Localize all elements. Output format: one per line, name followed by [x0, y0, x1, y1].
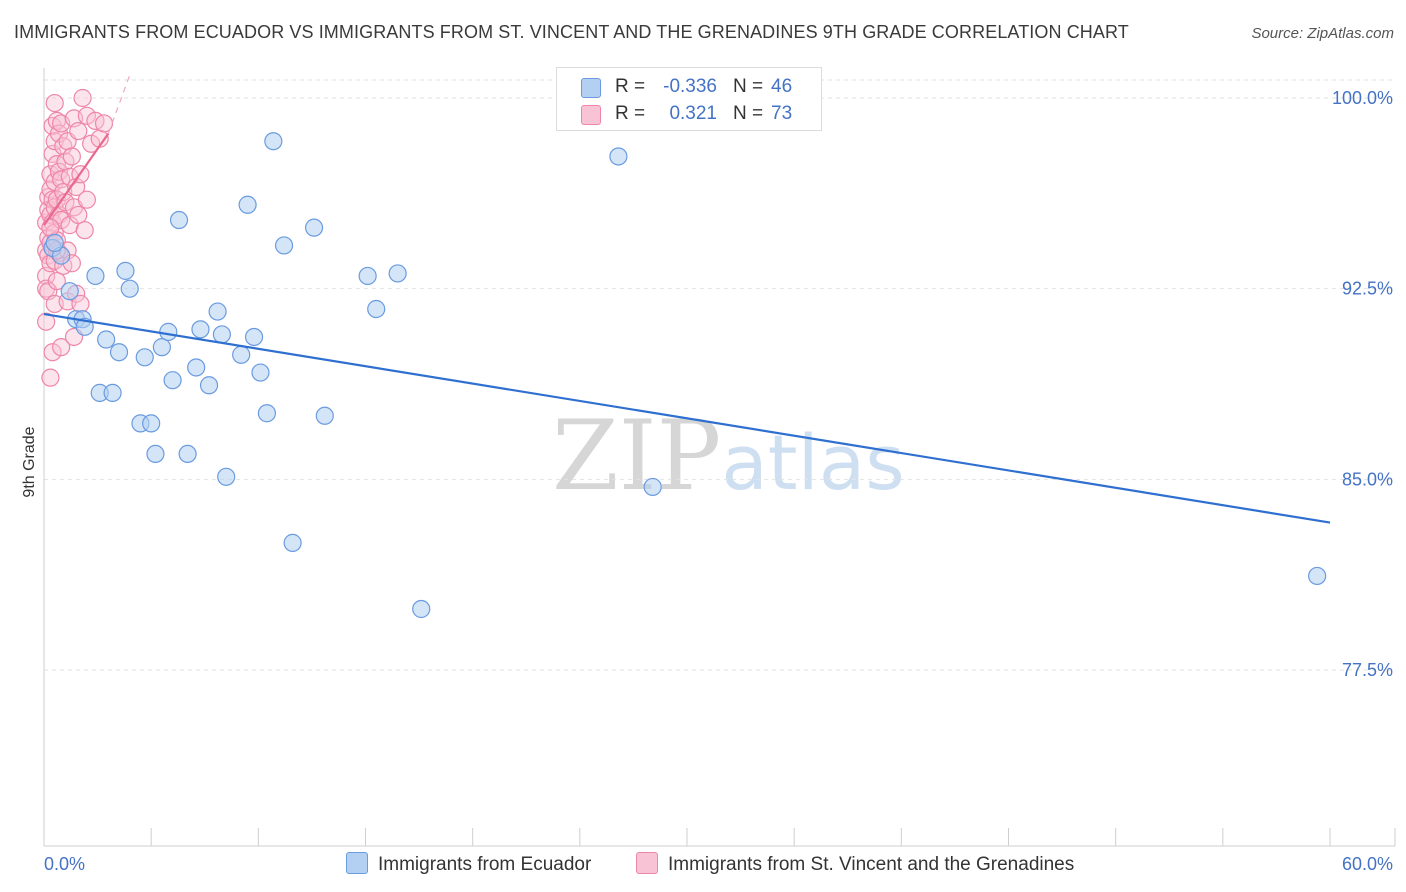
svg-point: [77, 106, 96, 125]
x-tick-label: 60.0%: [1342, 854, 1393, 874]
legend-r-value: -0.336: [663, 76, 717, 97]
legend-label-ecuador: Immigrants from Ecuador: [378, 854, 592, 875]
svg-point: [41, 368, 60, 387]
ecuador-trendline: [43, 313, 1331, 524]
ecuador-point: [232, 345, 251, 364]
ecuador-point: [412, 599, 431, 619]
svg-point: [82, 134, 101, 153]
ecuador-point: [45, 233, 64, 253]
svg-point: [45, 93, 64, 113]
ecuador-point: [97, 330, 116, 349]
source-label: Source: ZipAtlas.com: [1251, 25, 1394, 42]
watermark-atlas: atlas: [721, 418, 905, 507]
series-ecuador-points: [43, 132, 1327, 619]
ecuador-point: [1308, 566, 1327, 586]
svg-point: [77, 190, 96, 209]
ecuador-point: [60, 282, 79, 301]
ecuador-point: [264, 132, 283, 151]
tick-labels: 77.5% 85.0% 92.5% 100.0% 0.0% 60.0%: [44, 88, 1393, 874]
ecuador-point: [212, 325, 231, 344]
legend-item-ecuador[interactable]: Immigrants from Ecuador: [346, 852, 591, 876]
legend-item-svg[interactable]: Immigrants from St. Vincent and the Gren…: [636, 852, 1074, 876]
ecuador-point: [251, 363, 270, 382]
legend-row-ecuador: R = -0.336 N = 46: [557, 74, 821, 100]
y-tick-label: 100.0%: [1332, 88, 1393, 108]
ecuador-point: [283, 533, 302, 552]
ecuador-point: [103, 383, 122, 402]
ecuador-point: [75, 317, 94, 336]
ecuador-point: [274, 236, 294, 255]
svg-point: [52, 338, 71, 357]
svg-point: [94, 114, 114, 133]
legend-swatch-ecuador: [581, 78, 601, 98]
grid-lines: [44, 79, 1395, 671]
ecuador-point: [163, 371, 182, 390]
ecuador-point: [86, 266, 105, 286]
ecuador-point: [109, 343, 129, 362]
ecuador-point: [208, 302, 227, 321]
ecuador-point: [169, 210, 189, 230]
svg-point: [73, 88, 92, 108]
x-tick-label: 0.0%: [44, 854, 85, 874]
svg-point: [43, 343, 62, 362]
ecuador-point: [367, 299, 386, 319]
ecuador-point: [643, 477, 662, 497]
legend-r-value: 0.321: [669, 103, 717, 124]
correlation-legend: R = -0.336 N = 46 R = 0.321 N = 73: [556, 67, 822, 131]
y-tick-label: 92.5%: [1342, 279, 1393, 299]
ecuador-point: [199, 376, 219, 395]
ecuador-point: [217, 467, 236, 486]
svg-point: [69, 205, 88, 225]
ecuador-point: [146, 444, 165, 464]
legend-swatch-svg: [636, 852, 658, 874]
ecuador-point: [187, 358, 206, 377]
legend-r-label: R =: [615, 103, 646, 124]
ecuador-point: [116, 261, 135, 280]
legend-row-svg: R = 0.321 N = 73: [557, 101, 821, 127]
ecuador-point: [142, 414, 161, 433]
ecuador-point: [358, 266, 377, 286]
legend-swatch-ecuador: [346, 852, 368, 874]
legend-n-label: N =: [733, 103, 764, 124]
ecuador-point: [135, 348, 154, 367]
legend-swatch-svg: [581, 105, 601, 125]
legend-label-svg: Immigrants from St. Vincent and the Gren…: [668, 854, 1075, 875]
legend-n-value: 73: [771, 103, 793, 124]
trendlines: [43, 74, 1331, 524]
ecuador-point: [315, 406, 334, 425]
svg-point: [41, 218, 60, 237]
legend-n-label: N =: [733, 76, 764, 97]
y-axis-label: 9th Grade: [21, 426, 38, 497]
ecuador-point: [609, 147, 628, 166]
svg-trendline: [43, 132, 110, 226]
svg-point: [37, 312, 56, 331]
ecuador-point: [120, 279, 139, 298]
ecuador-point: [257, 404, 277, 423]
y-tick-label: 77.5%: [1342, 660, 1393, 680]
ecuador-point: [191, 320, 210, 339]
legend-n-value: 46: [771, 76, 793, 97]
ecuador-point: [178, 444, 197, 464]
ecuador-point: [388, 264, 407, 283]
svg-point: [69, 121, 88, 141]
ecuador-point: [304, 218, 324, 237]
ecuador-point: [244, 327, 264, 347]
chart-title: IMMIGRANTS FROM ECUADOR VS IMMIGRANTS FR…: [14, 22, 1129, 42]
svg-point: [47, 271, 66, 291]
ecuador-point: [159, 322, 178, 341]
axes: [43, 68, 1396, 847]
ecuador-point: [238, 195, 257, 214]
ecuador-point: [152, 338, 171, 357]
y-tick-label: 85.0%: [1342, 469, 1393, 489]
svg-point: [75, 221, 94, 240]
svg-point: [62, 147, 81, 166]
legend-r-label: R =: [615, 76, 646, 97]
